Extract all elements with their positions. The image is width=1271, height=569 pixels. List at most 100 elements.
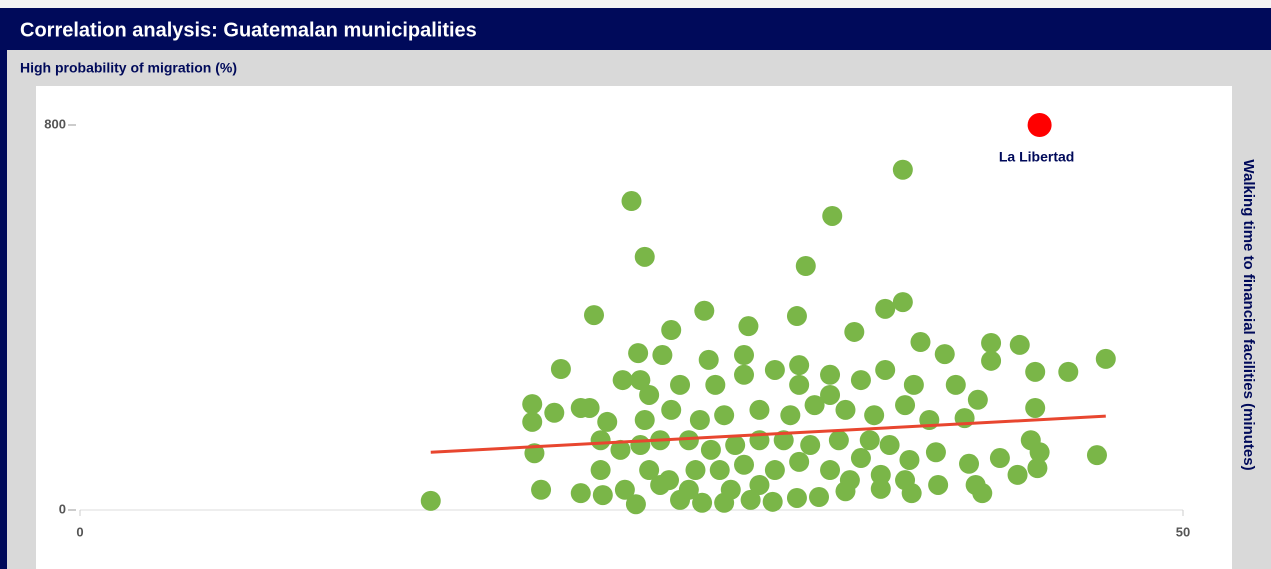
point	[700, 439, 721, 460]
x-tick-label: 0	[76, 524, 83, 539]
top-strip	[0, 0, 1271, 8]
point	[820, 364, 841, 385]
point	[634, 246, 655, 267]
point	[764, 359, 785, 380]
point	[522, 394, 543, 415]
point	[870, 478, 891, 499]
point	[928, 474, 949, 495]
point	[786, 306, 807, 327]
point	[685, 460, 706, 481]
y-tick-label: 0	[59, 501, 66, 516]
point	[903, 374, 924, 395]
point	[1020, 430, 1041, 451]
point	[544, 402, 565, 423]
y-axis-label: High probability of migration (%)	[20, 60, 237, 76]
point	[670, 374, 691, 395]
point	[692, 492, 713, 513]
point	[550, 358, 571, 379]
point	[661, 320, 682, 341]
point	[639, 384, 660, 405]
point	[592, 485, 613, 506]
point	[789, 355, 810, 376]
point	[972, 483, 993, 504]
point	[1095, 348, 1116, 369]
point	[899, 449, 920, 470]
point	[570, 483, 591, 504]
point	[844, 321, 865, 342]
point	[749, 399, 770, 420]
point	[621, 191, 642, 212]
point	[590, 430, 611, 451]
point	[725, 435, 746, 456]
plot: 0 800 0 50 La Libertad	[44, 113, 1190, 539]
point	[789, 451, 810, 472]
point	[934, 344, 955, 365]
point	[714, 405, 735, 426]
point	[820, 460, 841, 481]
point	[625, 494, 646, 515]
point	[531, 479, 552, 500]
point	[864, 405, 885, 426]
point	[661, 399, 682, 420]
point	[875, 298, 896, 319]
point	[981, 350, 1002, 371]
point	[610, 439, 631, 460]
point	[981, 333, 1002, 354]
point	[1025, 361, 1046, 382]
point	[895, 395, 916, 416]
point	[614, 479, 635, 500]
point	[1027, 458, 1048, 479]
point	[628, 343, 649, 364]
point	[795, 256, 816, 277]
point	[780, 405, 801, 426]
point	[738, 316, 759, 337]
point	[839, 470, 860, 491]
point	[1007, 464, 1028, 485]
point	[689, 410, 710, 431]
point	[652, 345, 673, 366]
point	[650, 474, 671, 495]
point	[630, 435, 651, 456]
point	[1086, 445, 1107, 466]
point	[734, 454, 755, 475]
point	[773, 430, 794, 451]
point	[959, 453, 980, 474]
point	[892, 292, 913, 313]
point	[579, 397, 600, 418]
point	[822, 205, 843, 226]
point	[804, 395, 825, 416]
point	[879, 435, 900, 456]
point	[870, 464, 891, 485]
point	[734, 364, 755, 385]
trend-line	[430, 414, 1106, 454]
point	[597, 411, 618, 432]
point	[850, 370, 871, 391]
point	[762, 491, 783, 512]
highlight-label: La Libertad	[999, 149, 1074, 165]
point	[705, 374, 726, 395]
point	[989, 448, 1010, 469]
point	[1009, 334, 1030, 355]
point	[698, 349, 719, 370]
point	[967, 389, 988, 410]
point	[895, 470, 916, 491]
point	[789, 374, 810, 395]
header-bar	[0, 8, 1271, 50]
point	[875, 359, 896, 380]
point	[1058, 361, 1079, 382]
point	[850, 448, 871, 469]
point	[720, 479, 741, 500]
point	[910, 332, 931, 353]
point	[612, 370, 633, 391]
point	[800, 435, 821, 456]
point	[630, 370, 651, 391]
point	[678, 430, 699, 451]
y-tick-label: 800	[44, 116, 66, 131]
point	[740, 489, 761, 510]
point	[764, 460, 785, 481]
point	[1025, 397, 1046, 418]
point	[590, 460, 611, 481]
point	[678, 479, 699, 500]
x-axis-label: Walking time to financial facilities (mi…	[1240, 159, 1257, 470]
